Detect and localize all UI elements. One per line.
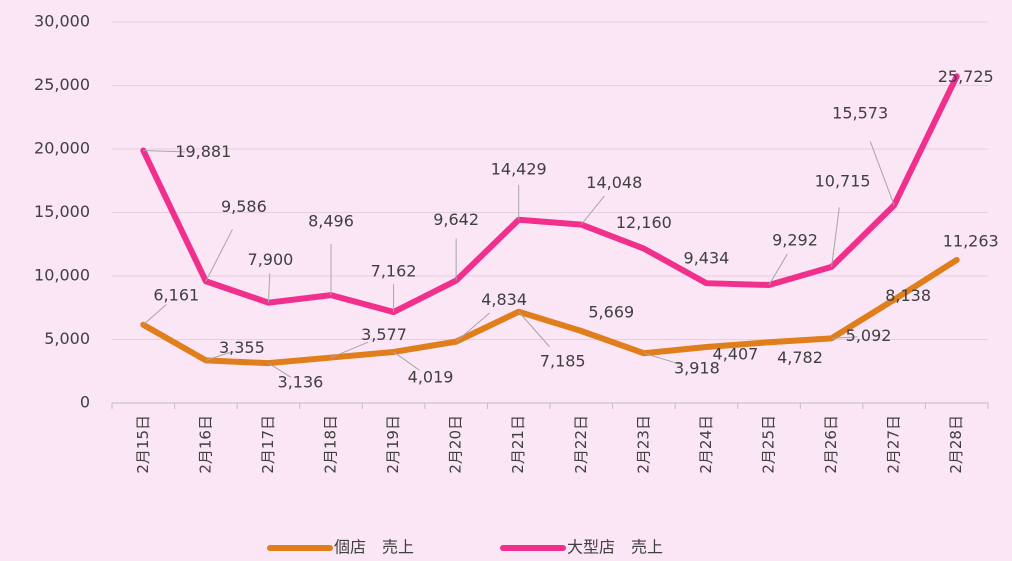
data-label: 9,292 xyxy=(772,230,818,249)
data-label: 4,834 xyxy=(481,290,527,309)
data-label: 3,136 xyxy=(278,373,324,392)
x-tick-label: 2月17日 xyxy=(259,415,277,474)
leader-line xyxy=(205,229,233,282)
data-label: 25,725 xyxy=(938,67,994,86)
leader-line xyxy=(330,341,369,359)
data-label: 7,162 xyxy=(371,262,417,281)
y-tick-label: 5,000 xyxy=(44,329,90,348)
data-label: 10,715 xyxy=(815,171,871,190)
leader-line xyxy=(580,195,605,225)
series-line xyxy=(140,256,960,367)
data-label: 3,918 xyxy=(674,359,720,378)
x-tick-label: 2月18日 xyxy=(322,415,340,474)
leader-line xyxy=(143,150,186,153)
x-tick-label: 2月27日 xyxy=(885,415,903,474)
data-label: 15,573 xyxy=(832,104,888,123)
x-tick-label: 2月15日 xyxy=(134,415,152,474)
y-tick-label: 30,000 xyxy=(34,12,90,31)
leader-line xyxy=(267,273,271,303)
leader-line xyxy=(768,253,788,286)
y-tick-label: 25,000 xyxy=(34,75,90,94)
x-tick-label: 2月23日 xyxy=(634,415,652,474)
data-label: 3,355 xyxy=(219,338,265,357)
data-label: 14,429 xyxy=(491,159,547,178)
leader-line xyxy=(831,207,840,267)
leader-line xyxy=(831,336,858,339)
data-label: 8,138 xyxy=(885,286,931,305)
data-label: 3,577 xyxy=(361,325,407,344)
x-tick-label: 2月28日 xyxy=(947,415,965,474)
data-label: 9,642 xyxy=(433,210,479,229)
x-tick-label: 2月16日 xyxy=(196,415,214,474)
data-label: 14,048 xyxy=(586,173,642,192)
data-label: 4,019 xyxy=(408,367,454,386)
x-tick-label: 2月25日 xyxy=(760,415,778,474)
leader-line xyxy=(205,351,232,361)
legend-label: 大型店 売上 xyxy=(567,538,663,557)
x-tick-label: 2月19日 xyxy=(384,415,402,474)
data-label: 9,586 xyxy=(221,197,267,216)
leader-line xyxy=(518,311,550,348)
data-label: 19,881 xyxy=(175,142,231,161)
data-label: 7,185 xyxy=(540,351,586,370)
y-tick-label: 15,000 xyxy=(34,202,90,221)
x-tick-label: 2月22日 xyxy=(572,415,590,474)
data-label: 4,782 xyxy=(777,348,823,367)
leader-line xyxy=(869,141,895,206)
data-label: 9,434 xyxy=(684,249,730,268)
leader-line xyxy=(142,304,167,326)
leader-line xyxy=(643,352,682,365)
data-label: 4,407 xyxy=(713,345,759,364)
data-label: 8,496 xyxy=(308,212,354,231)
x-tick-label: 2月26日 xyxy=(822,415,840,474)
data-label: 6,161 xyxy=(153,285,199,304)
leader-line xyxy=(268,362,292,378)
y-tick-label: 10,000 xyxy=(34,266,90,285)
data-label: 5,669 xyxy=(588,303,634,322)
x-tick-label: 2月20日 xyxy=(447,415,465,474)
y-tick-label: 0 xyxy=(80,393,90,412)
data-label: 12,160 xyxy=(616,213,672,232)
data-label: 5,092 xyxy=(846,326,892,345)
series-line xyxy=(140,73,960,316)
x-tick-label: 2月24日 xyxy=(697,415,715,474)
leader-line xyxy=(455,312,491,342)
y-tick-label: 20,000 xyxy=(34,139,90,158)
data-label: 11,263 xyxy=(943,231,999,250)
leader-line xyxy=(393,351,420,371)
x-tick-label: 2月21日 xyxy=(509,415,527,474)
legend-label: 個店 売上 xyxy=(334,538,414,557)
data-label: 7,900 xyxy=(248,250,294,269)
